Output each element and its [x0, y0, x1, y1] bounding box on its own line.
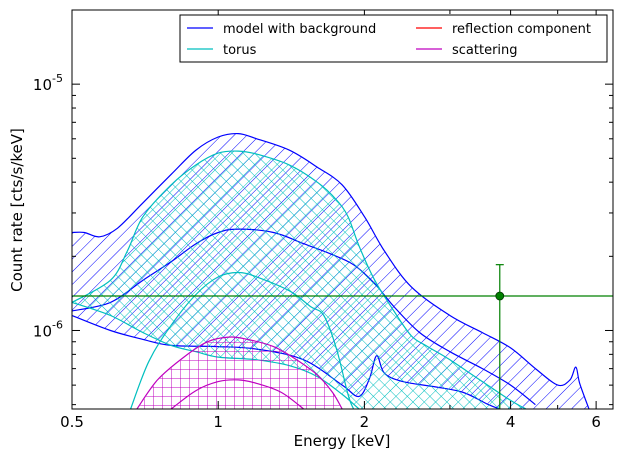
y-tick-base: 10 — [33, 323, 52, 341]
legend-entry: reflection component — [416, 22, 591, 37]
y-tick-label: 10 -6 — [33, 319, 63, 341]
band-upper-line — [72, 150, 527, 409]
x-tick-label: 6 — [591, 413, 601, 431]
band-upper-line — [72, 132, 590, 409]
legend-label: scattering — [452, 43, 518, 58]
plot-area — [71, 9, 614, 410]
tick-layer — [71, 10, 613, 409]
median-line — [130, 271, 355, 409]
series-torus — [72, 150, 527, 409]
y-tick-exponent: -5 — [52, 72, 63, 85]
x-tick-label: 4 — [506, 413, 516, 431]
y-tick-labels: 10 -6 10 -5 — [33, 72, 63, 340]
x-axis-label: Energy [keV] — [294, 432, 391, 450]
plot-frame — [71, 9, 614, 410]
band-fill — [136, 337, 343, 409]
median-line — [170, 379, 305, 409]
band-upper-line — [136, 336, 343, 409]
legend-entry: torus — [187, 43, 257, 58]
data-point-marker — [495, 291, 505, 301]
legend-label: torus — [223, 43, 257, 58]
y-tick-base: 10 — [33, 76, 52, 94]
x-tick-labels: 0.5 1 2 4 6 — [60, 413, 601, 431]
legend-frame — [179, 14, 608, 63]
y-axis-label: Count rate [cts/s/keV] — [8, 128, 26, 292]
x-tick-label: 1 — [213, 413, 223, 431]
legend-label: model with background — [223, 22, 376, 37]
x-tick-label: 0.5 — [60, 413, 84, 431]
band-fill — [72, 151, 526, 409]
y-tick-exponent: -6 — [52, 319, 63, 332]
legend-entry: model with background — [187, 22, 376, 37]
legend: model with background torus reflection c… — [179, 14, 608, 63]
series-layer — [72, 132, 590, 409]
legend-entry: scattering — [416, 43, 518, 58]
x-tick-label: 2 — [360, 413, 370, 431]
series-scattering — [136, 336, 343, 409]
legend-label: reflection component — [452, 22, 591, 37]
y-tick-label: 10 -5 — [33, 72, 63, 94]
